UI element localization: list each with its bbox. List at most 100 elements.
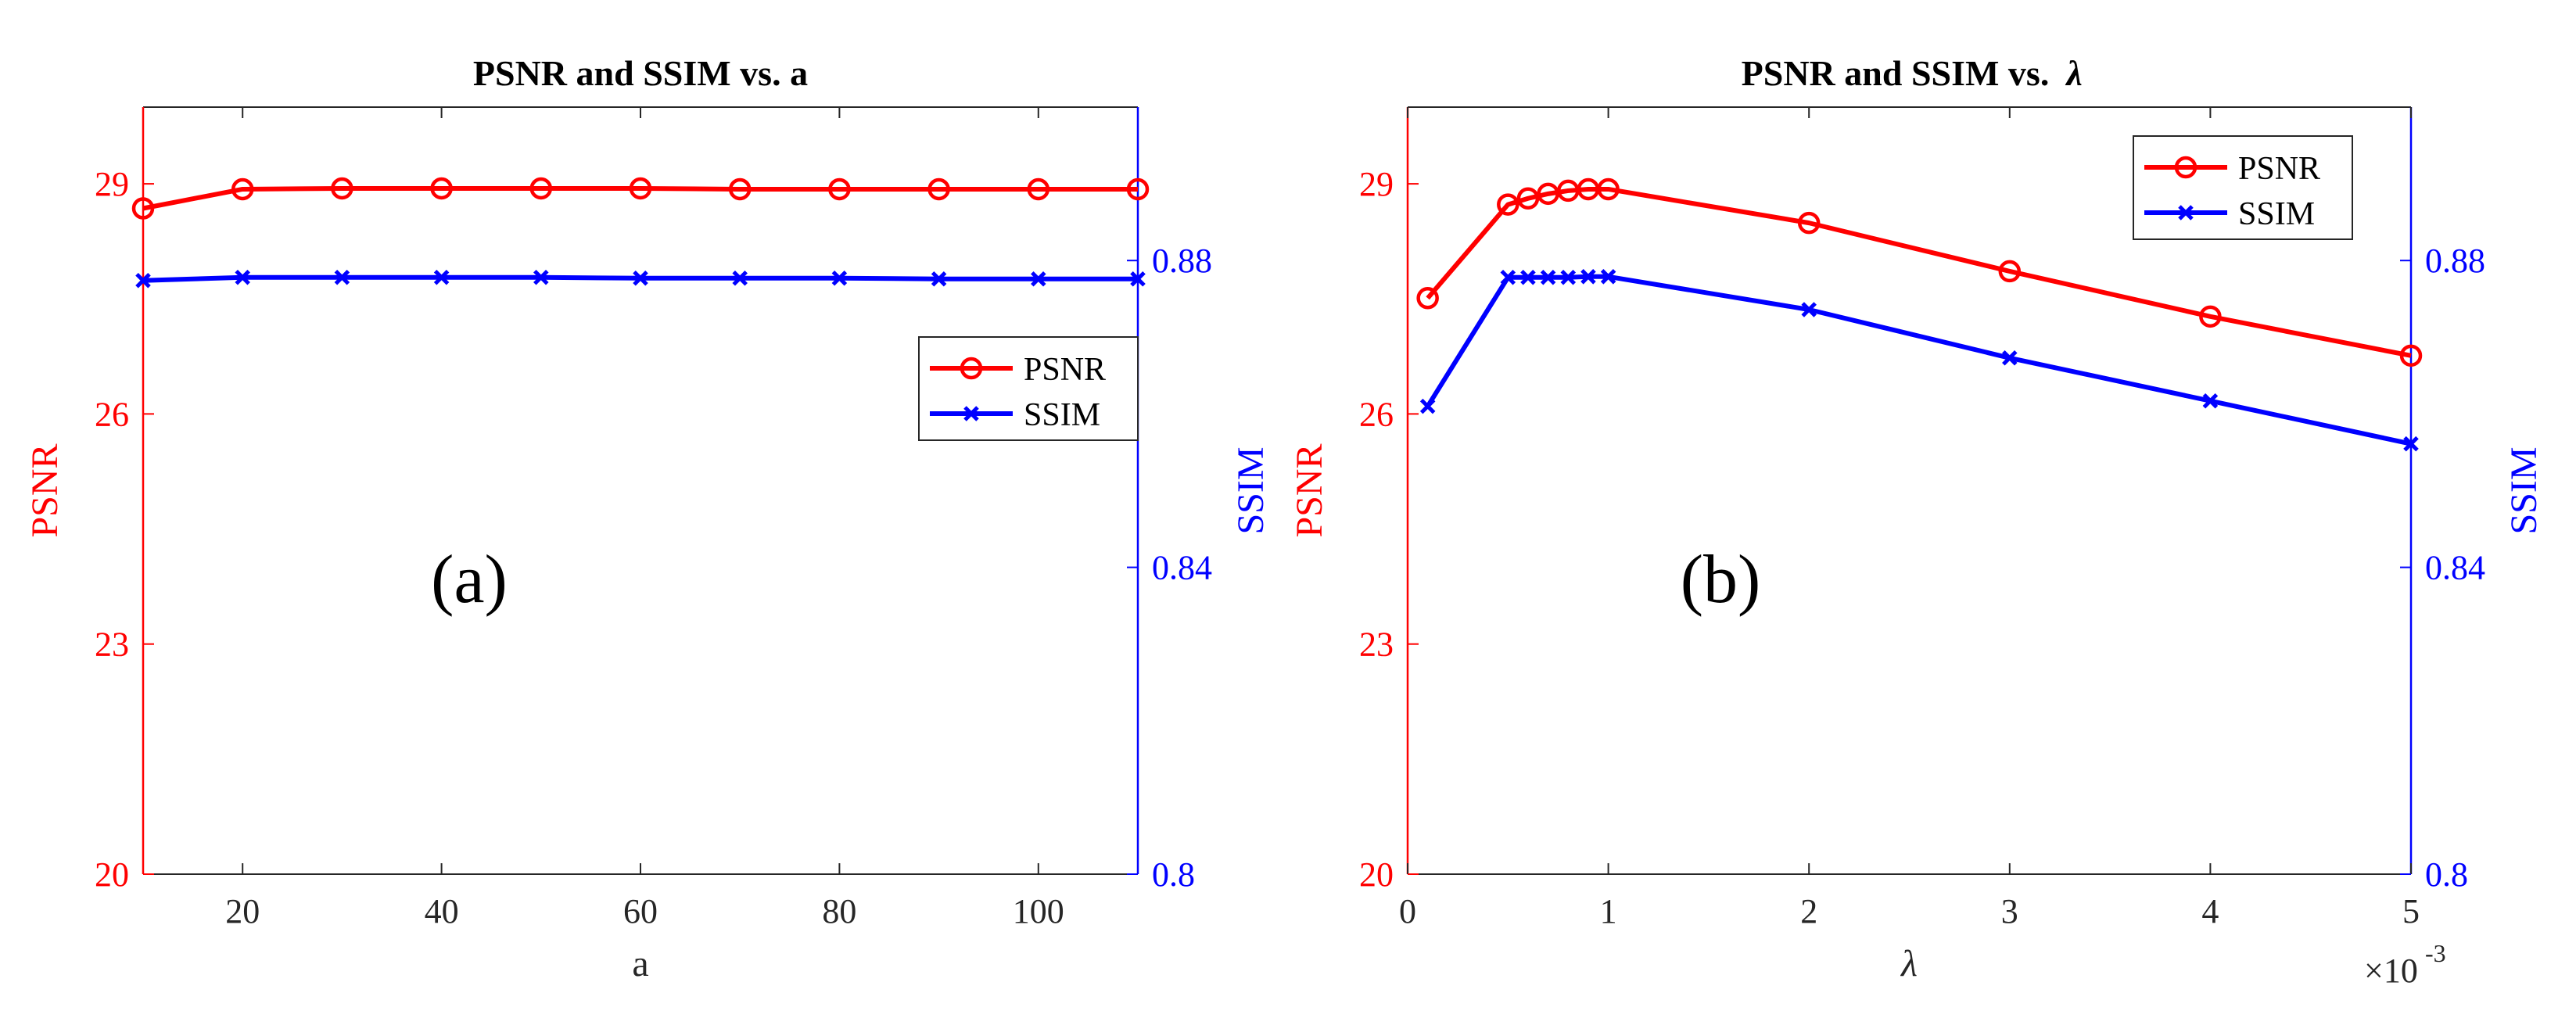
right-y-tick-label: 0.8 (1152, 855, 1195, 894)
left-y-tick-label: 20 (95, 855, 129, 894)
x-marker-stroke (135, 272, 151, 289)
legend-label: SSIM (2238, 196, 2315, 232)
data-point-psnr (1126, 177, 1150, 201)
x-marker-stroke (831, 270, 848, 286)
x-tick-label: 100 (1013, 892, 1064, 930)
data-point-ssim (931, 271, 947, 287)
legend: PSNR SSIM (2133, 135, 2353, 240)
x-marker-stroke (2202, 393, 2219, 409)
left-y-tick-label: 23 (95, 626, 129, 664)
x-marker-stroke (2403, 436, 2419, 452)
right-y-tick-label: 0.88 (1152, 242, 1212, 280)
data-point-ssim (1801, 302, 1817, 317)
data-point-ssim (1540, 270, 1556, 285)
x-tick-label: 20 (225, 892, 260, 930)
x-tick-label: 5 (2402, 892, 2420, 930)
left-y-tick-label: 29 (1359, 165, 1394, 203)
data-point-ssim (433, 270, 450, 285)
right-y-tick-label: 0.84 (2425, 549, 2485, 587)
data-point-ssim (1600, 269, 1616, 285)
data-point-ssim (1520, 270, 1536, 285)
series-psnr (131, 177, 1150, 220)
data-point-psnr (629, 177, 652, 200)
data-point-psnr (529, 177, 553, 200)
data-point-ssim (1500, 270, 1516, 285)
series-ssim (135, 270, 1146, 289)
x-marker-stroke (1801, 302, 1817, 317)
data-point-ssim (1560, 270, 1577, 285)
legend-label: SSIM (1024, 397, 1100, 433)
x-tick-label: 3 (2001, 892, 2018, 930)
legend-item-psnr: PSNR (2144, 151, 2320, 187)
x-marker-stroke (334, 270, 350, 285)
x-marker-stroke (433, 270, 450, 285)
right-y-tick-label: 0.84 (1152, 549, 1212, 587)
left-y-tick-label: 23 (1359, 626, 1394, 664)
legend-label: PSNR (2238, 151, 2320, 187)
data-point-ssim (235, 270, 250, 285)
x-marker-stroke (1500, 270, 1516, 285)
left-y-tick-label: 29 (95, 165, 129, 203)
data-point-psnr (1416, 287, 1439, 310)
chart-title: PSNR and SSIM vs. a (473, 53, 808, 93)
x-tick-label: 1 (1600, 892, 1617, 930)
data-point-psnr (231, 177, 254, 201)
legend-marker-x (2178, 205, 2194, 220)
chart-title-text: PSNR and SSIM vs. (1742, 53, 2050, 93)
x-tick-label: 2 (1800, 892, 1817, 930)
right-y-axis-label: SSIM (1230, 446, 1272, 534)
legend: PSNR SSIM (918, 336, 1139, 441)
x-marker-stroke (1520, 270, 1536, 285)
x-tick-label: 80 (822, 892, 856, 930)
legend-marker-circle (960, 357, 983, 380)
data-point-ssim (1130, 271, 1146, 287)
right-y-axis-label: SSIM (2503, 446, 2545, 534)
x-marker-stroke (1540, 270, 1556, 285)
data-point-ssim (1580, 269, 1596, 285)
chart-title: PSNR and SSIM vs. λ (1742, 53, 2083, 93)
left-y-tick-label: 26 (95, 395, 129, 433)
data-point-psnr (1497, 193, 1519, 216)
legend-label: PSNR (1024, 352, 1106, 388)
x-tick-label: 4 (2201, 892, 2219, 930)
right-y-tick-label: 0.8 (2425, 855, 2468, 894)
data-point-psnr (1027, 177, 1050, 201)
data-point-psnr (1797, 211, 1821, 235)
x-marker-stroke (1560, 270, 1577, 285)
chart-title-symbol: λ (2065, 53, 2082, 93)
data-point-ssim (831, 270, 848, 286)
data-point-psnr (1516, 187, 1540, 210)
series-psnr (1416, 177, 2423, 367)
legend-box (2133, 135, 2353, 240)
data-point-ssim (2002, 350, 2018, 366)
x-marker-stroke (235, 270, 250, 285)
data-point-ssim (732, 270, 748, 286)
left-y-tick-label: 20 (1359, 855, 1394, 894)
left-y-axis-label: PSNR (1289, 443, 1330, 537)
data-point-ssim (2202, 393, 2219, 409)
legend-item-psnr: PSNR (930, 352, 1106, 388)
data-point-psnr (2399, 344, 2423, 367)
data-point-ssim (633, 270, 648, 286)
x-tick-label: 60 (623, 892, 658, 930)
legend-marker-x (963, 406, 979, 421)
x-marker-stroke (1580, 269, 1596, 285)
legend-item-ssim: SSIM (2144, 196, 2315, 232)
data-point-psnr (331, 177, 353, 200)
data-point-psnr (131, 197, 155, 220)
data-point-psnr (828, 177, 851, 201)
data-point-psnr (728, 177, 752, 201)
data-point-psnr (927, 177, 950, 201)
data-point-ssim (135, 272, 151, 289)
data-point-ssim (1031, 271, 1046, 287)
panel-label: (a) (431, 542, 508, 618)
series-line-psnr (1426, 186, 2412, 358)
x-marker-stroke (732, 270, 748, 286)
panel-label: (b) (1681, 542, 1761, 618)
series-line-psnr (142, 185, 1138, 211)
data-point-psnr (1597, 177, 1620, 201)
x-exponent-label: ×10 -3 (2364, 939, 2446, 990)
